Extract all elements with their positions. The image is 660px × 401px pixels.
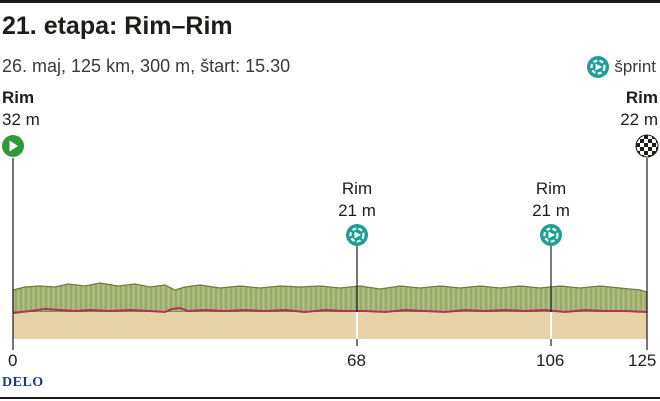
sprint-2-icon xyxy=(540,224,562,246)
terrain xyxy=(12,282,648,313)
road-band xyxy=(13,312,647,339)
finish-checkered-icon xyxy=(635,134,659,158)
stage-info: 26. maj, 125 km, 300 m, štart: 15.30 xyxy=(2,56,291,76)
finish-name: Rim xyxy=(625,88,658,107)
km-label-sprint-2: 106 xyxy=(536,351,565,370)
route-line xyxy=(12,306,648,314)
legend: šprint xyxy=(586,55,656,79)
brand-logo: DELO xyxy=(2,375,44,390)
bottom-rule xyxy=(0,397,660,399)
sprint-icon xyxy=(587,56,610,78)
sprint-2-elevation: 21 m xyxy=(532,201,570,220)
start-elevation: 32 m xyxy=(2,110,40,129)
sprint-1-name: Rim xyxy=(341,179,373,198)
finish-elevation: 22 m xyxy=(620,110,658,129)
sprint-1-elevation: 21 m xyxy=(338,201,376,220)
km-label-sprint-1: 68 xyxy=(347,351,366,370)
start-name: Rim xyxy=(2,88,35,107)
sprint-1-icon xyxy=(346,224,368,246)
top-rule xyxy=(0,0,660,3)
start-play-icon xyxy=(2,135,24,157)
page-title: 21. etapa: Rim–Rim xyxy=(2,12,233,40)
legend-label: šprint xyxy=(614,57,656,76)
km-label-start: 0 xyxy=(8,351,18,370)
km-label-finish: 125 xyxy=(628,351,657,370)
sprint-2-name: Rim xyxy=(535,179,567,198)
